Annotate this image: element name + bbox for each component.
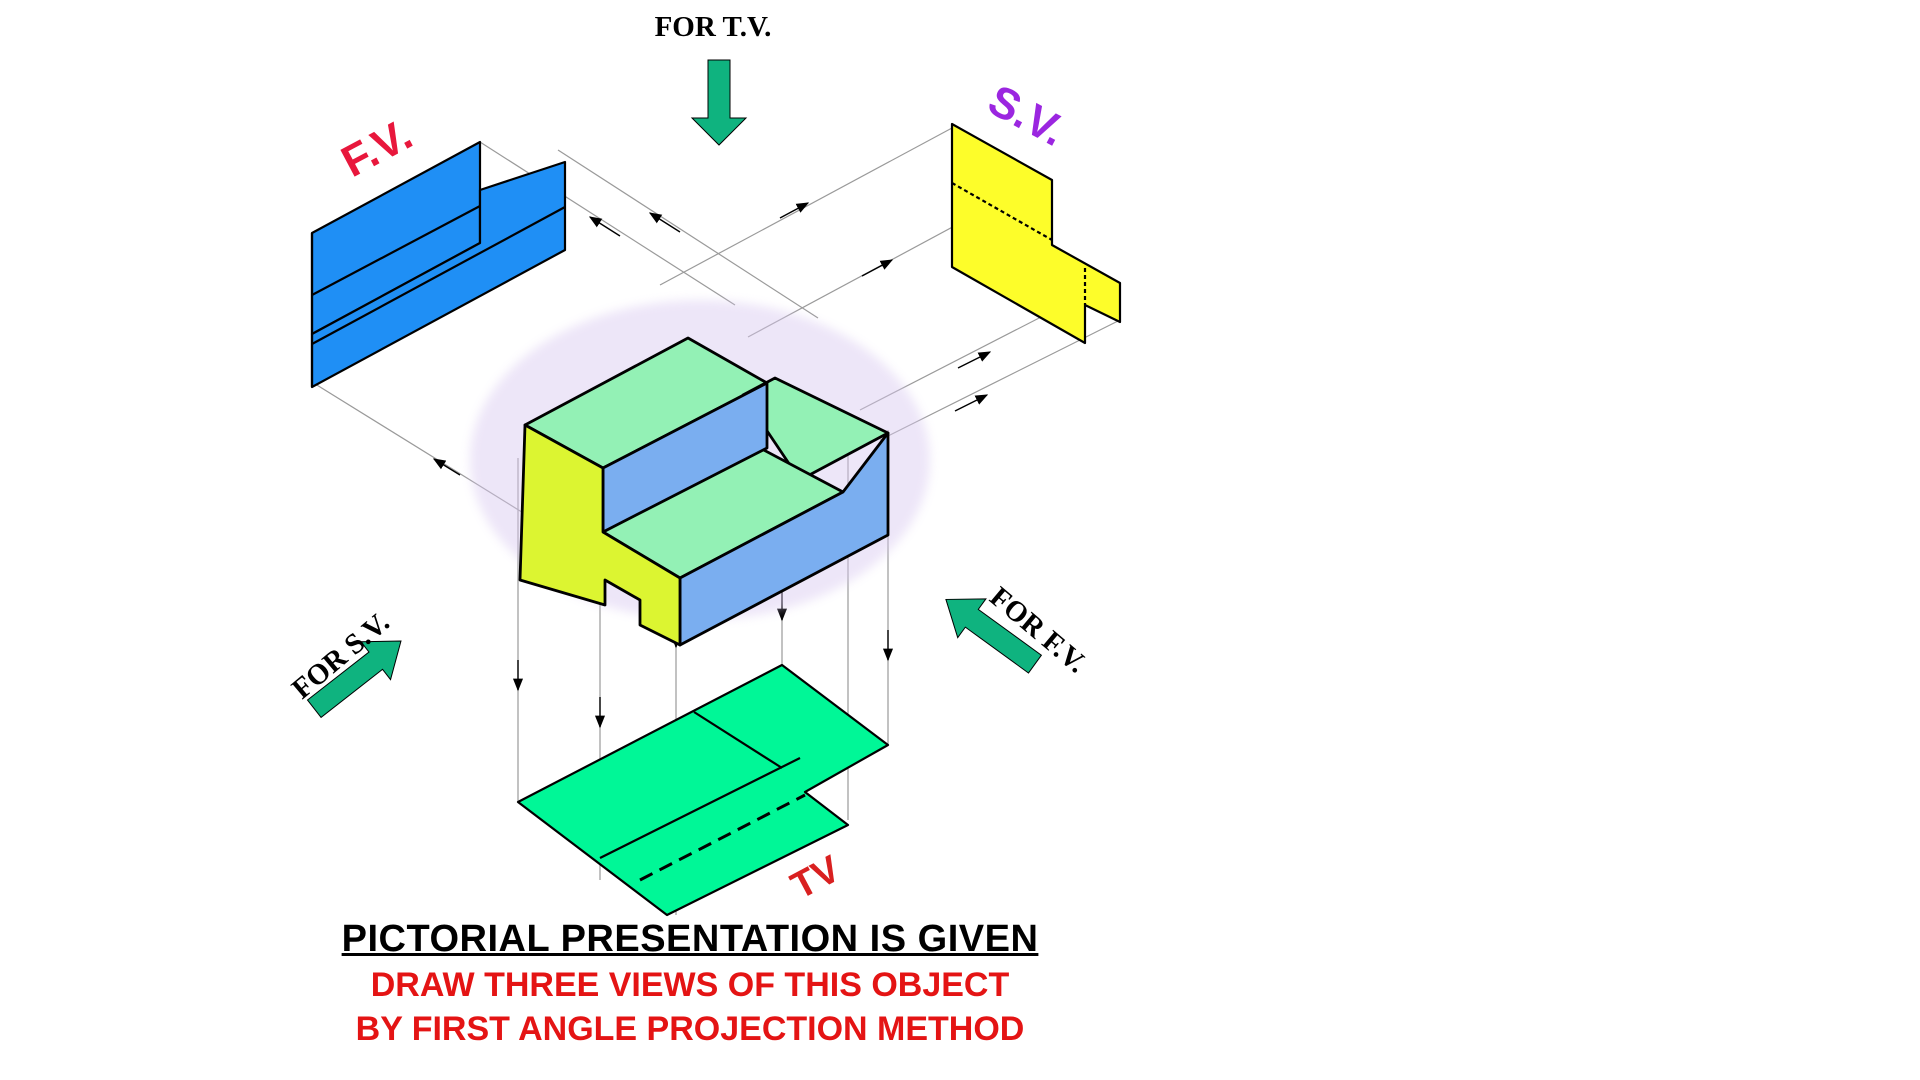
side-view <box>950 122 1122 345</box>
arrow-for-tv <box>690 59 748 146</box>
sv-label: S.V. <box>980 76 1073 156</box>
top-view <box>516 663 890 917</box>
isometric-object <box>470 300 930 647</box>
front-view <box>310 140 567 389</box>
caption-instruction-2: BY FIRST ANGLE PROJECTION METHOD <box>355 1010 1025 1048</box>
tv-label: TV <box>785 848 848 908</box>
caption-instruction-1: DRAW THREE VIEWS OF THIS OBJECT <box>370 966 1010 1004</box>
for-tv-label: FOR T.V. <box>655 11 772 43</box>
arrow-for-fv <box>945 598 1043 674</box>
arrow-for-sv <box>306 640 402 719</box>
fv-label: F.V. <box>334 110 420 187</box>
caption-title: PICTORIAL PRESENTATION IS GIVEN <box>341 918 1039 960</box>
